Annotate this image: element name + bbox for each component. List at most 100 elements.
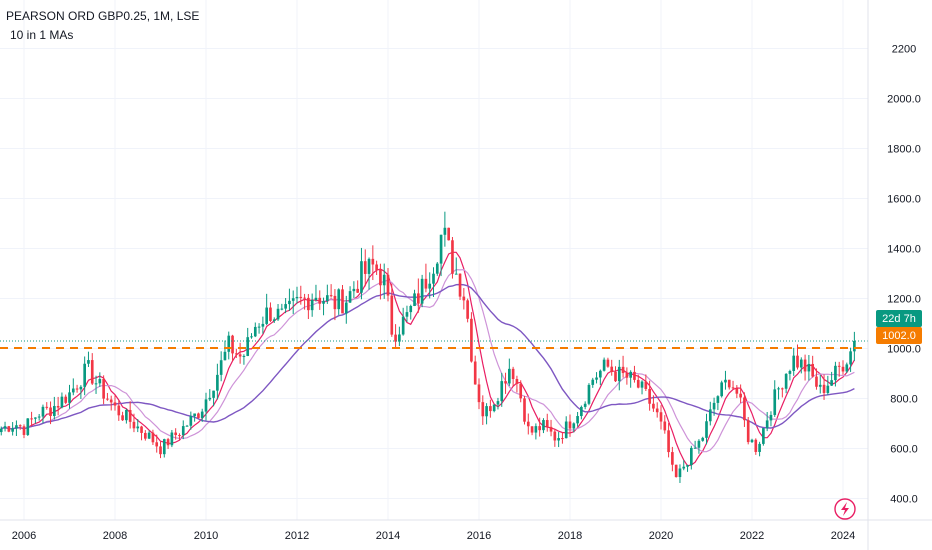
y-tick-label: 1400.0 <box>887 244 921 256</box>
candle <box>185 424 189 427</box>
candle <box>265 293 268 326</box>
candle <box>724 370 727 390</box>
candle <box>125 408 128 424</box>
candle <box>432 267 435 297</box>
candle <box>147 430 151 440</box>
candle <box>614 366 617 383</box>
candle <box>7 425 11 433</box>
candle <box>826 375 830 395</box>
y-tick-label: 400.0 <box>890 494 918 506</box>
candle <box>379 263 382 300</box>
candle <box>606 357 610 368</box>
candle <box>128 401 132 429</box>
candle <box>151 429 155 445</box>
candle <box>610 359 614 376</box>
candle <box>238 342 242 364</box>
candle <box>295 286 299 304</box>
candle <box>447 227 450 241</box>
candle <box>644 374 648 391</box>
candle <box>216 363 219 400</box>
candle <box>159 441 162 459</box>
candle <box>561 432 564 444</box>
price-level-badge: 1002.0 <box>876 327 922 344</box>
price-axis[interactable]: 400.0 600.0 800.0 1000.0 1200.0 1400.0 1600.0 1… <box>867 0 921 550</box>
candle <box>22 424 26 439</box>
candle <box>98 372 102 387</box>
candle <box>390 283 394 337</box>
candle <box>106 392 109 401</box>
candle <box>470 312 473 363</box>
candle <box>526 413 530 435</box>
candle <box>413 289 416 307</box>
candle <box>166 437 170 449</box>
candle <box>280 303 284 311</box>
y-tick-label: 800.0 <box>890 394 918 406</box>
candle <box>481 395 485 425</box>
candle <box>398 326 401 347</box>
candle <box>0 426 3 436</box>
candle <box>56 396 60 416</box>
candle <box>640 380 644 395</box>
candle <box>678 464 682 483</box>
y-tick-label: 1000.0 <box>887 344 921 356</box>
candle <box>553 429 557 447</box>
candle <box>803 354 807 381</box>
candle <box>83 356 86 396</box>
candle <box>701 436 705 442</box>
candle <box>492 404 496 413</box>
candle <box>731 380 735 390</box>
candle <box>64 394 68 405</box>
candle <box>276 304 280 321</box>
candle <box>769 411 773 427</box>
candle <box>435 262 439 276</box>
candle <box>53 396 56 420</box>
candle <box>337 288 341 315</box>
candle <box>735 385 739 399</box>
candle <box>363 249 367 287</box>
candle <box>272 317 276 323</box>
candle <box>697 439 701 454</box>
x-tick-label: 2014 <box>376 530 400 542</box>
lightning-icon[interactable] <box>834 498 856 520</box>
candle <box>144 430 147 441</box>
candle <box>485 403 488 425</box>
candle <box>674 464 678 478</box>
candle <box>257 323 261 334</box>
candle <box>621 355 625 378</box>
x-tick-label: 2020 <box>649 530 673 542</box>
candle <box>504 372 507 394</box>
candle <box>625 367 629 385</box>
candle <box>231 334 234 362</box>
candle <box>45 402 49 410</box>
candle <box>174 428 177 440</box>
candle <box>314 284 318 302</box>
candle <box>75 384 79 393</box>
candle <box>796 344 799 370</box>
candle <box>329 284 333 298</box>
candle <box>784 373 788 394</box>
candle <box>538 417 541 437</box>
time-axis[interactable]: 2006 2008 2010 2012 2014 2016 2018 2020 2022 2024 <box>0 519 932 542</box>
candle <box>477 378 481 410</box>
x-tick-label: 2012 <box>285 530 309 542</box>
candle <box>534 423 538 440</box>
candle <box>777 386 780 400</box>
candle <box>3 421 7 432</box>
candle <box>853 331 856 361</box>
candle <box>15 420 18 437</box>
candle <box>451 236 454 279</box>
candle <box>71 378 75 396</box>
candle <box>269 302 272 323</box>
candle <box>500 372 504 407</box>
countdown-badge: 22d 7h <box>876 310 922 327</box>
candle <box>310 293 314 317</box>
candle <box>807 354 811 381</box>
candle <box>572 422 576 433</box>
ma-mid-line <box>1 268 855 453</box>
candle <box>765 411 769 432</box>
candle <box>849 347 852 372</box>
candle <box>473 355 477 385</box>
candle <box>326 284 329 304</box>
candle <box>253 322 257 338</box>
